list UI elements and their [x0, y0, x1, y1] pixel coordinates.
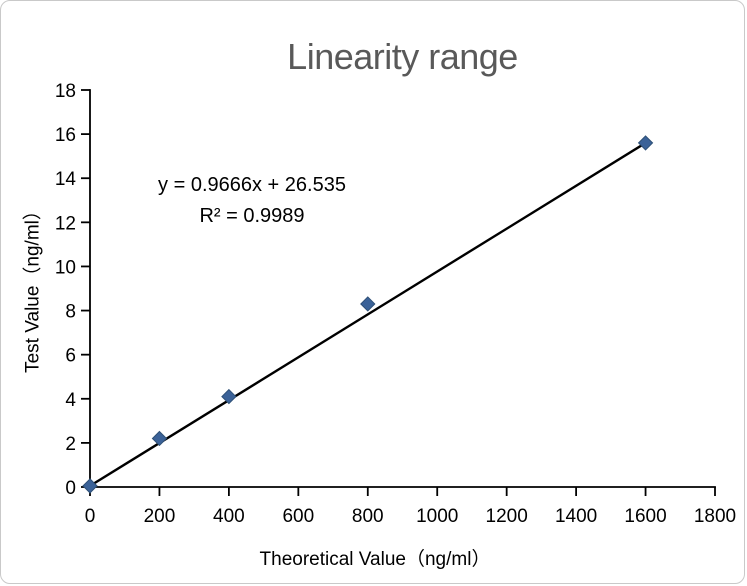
x-axis-title: Theoretical Value（ng/ml） [259, 549, 491, 570]
y-tick-label: 0 [65, 478, 76, 499]
y-tick-label: 18 [55, 81, 76, 102]
trendline [89, 141, 647, 487]
x-tick-label: 1000 [416, 506, 458, 527]
data-point-marker [151, 430, 168, 447]
y-tick-label: 10 [55, 257, 76, 278]
x-tick-label: 1800 [694, 506, 736, 527]
y-tick-label: 8 [65, 302, 76, 323]
y-tick-label: 16 [55, 125, 76, 146]
x-tick-label: 0 [85, 506, 96, 527]
data-point-marker [82, 478, 98, 494]
y-tick-label: 6 [65, 346, 76, 367]
y-tick-label: 4 [65, 390, 76, 411]
trendline-equation: y = 0.9666x + 26.535 [158, 174, 346, 196]
y-tick-label: 2 [65, 434, 76, 455]
data-point-marker [221, 388, 237, 405]
y-tick-label: 14 [55, 169, 77, 190]
r-squared-value: R² = 0.9989 [199, 205, 305, 227]
trendline-annotation: y = 0.9666x + 26.535 R² = 0.9989 [121, 170, 383, 232]
data-point-marker [637, 135, 654, 151]
x-tick-label: 1200 [486, 506, 528, 527]
x-tick-label: 400 [213, 506, 245, 527]
y-tick-label: 12 [55, 213, 76, 234]
data-point-marker [360, 296, 376, 312]
x-tick-label: 600 [282, 506, 314, 527]
x-tick-label: 800 [352, 506, 384, 527]
x-tick-label: 1600 [624, 506, 666, 527]
x-tick-label: 200 [144, 506, 176, 527]
chart-title: Linearity range [287, 36, 518, 77]
x-tick-label: 1400 [555, 506, 597, 527]
